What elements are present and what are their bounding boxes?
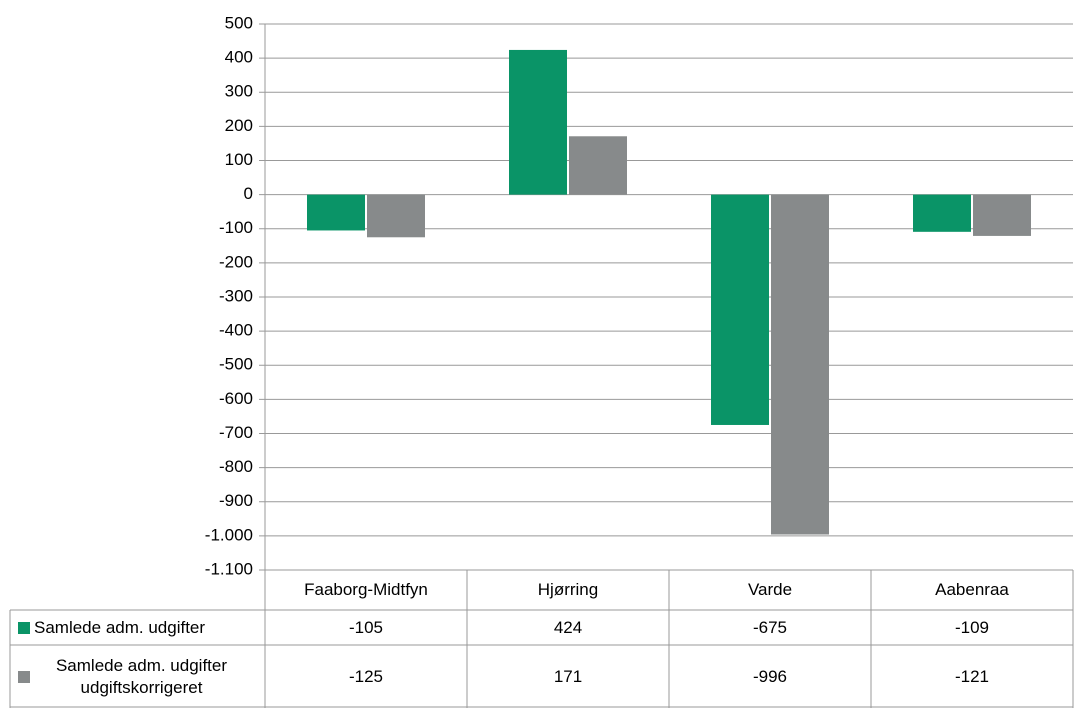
bar [711, 194, 769, 425]
legend-item: Samlede adm. udgifter udgiftskorrigeret [10, 645, 265, 708]
legend-item: Samlede adm. udgifter [10, 610, 265, 645]
y-tick-label: 100 [225, 150, 253, 169]
bar [973, 194, 1031, 236]
category-label: Aabenraa [935, 580, 1009, 599]
y-tick-label: -900 [219, 491, 253, 510]
y-tick-label: 200 [225, 116, 253, 135]
legend-label: Samlede adm. udgifter [34, 617, 206, 637]
legend-swatch [18, 670, 30, 683]
bar [509, 49, 567, 195]
y-tick-label: -100 [219, 218, 253, 237]
table-value: 424 [553, 617, 583, 637]
table-value: -125 [348, 666, 384, 686]
y-tick-label: -500 [219, 355, 253, 374]
y-tick-label: -600 [219, 389, 253, 408]
y-tick-label: 300 [225, 82, 253, 101]
y-tick-label: -200 [219, 252, 253, 271]
y-tick-label: -1.100 [205, 559, 253, 578]
y-tick-label: -300 [219, 286, 253, 305]
y-tick-label: 400 [225, 48, 253, 67]
y-tick-label: 500 [225, 13, 253, 32]
legend-swatch [18, 621, 30, 634]
legend-label: Samlede adm. udgifter udgiftskorrigeret [55, 655, 228, 697]
table-value: -121 [954, 666, 990, 686]
bar [771, 194, 829, 535]
table-value: -675 [752, 617, 788, 637]
category-label: Faaborg-Midtfyn [304, 580, 428, 599]
table-value: -996 [752, 666, 788, 686]
y-tick-label: -400 [219, 321, 253, 340]
y-tick-label: -800 [219, 457, 253, 476]
table-value: 171 [553, 666, 583, 686]
bar [307, 194, 365, 231]
y-tick-label: -1.000 [205, 525, 253, 544]
category-label: Hjørring [537, 580, 599, 599]
table-value: -105 [348, 617, 384, 637]
bar [367, 194, 425, 238]
bar [913, 194, 971, 232]
y-tick-label: -700 [219, 423, 253, 442]
y-tick-label: 0 [244, 184, 253, 203]
category-label: Varde [747, 580, 793, 599]
table-value: -109 [954, 617, 990, 637]
bar [569, 136, 627, 195]
